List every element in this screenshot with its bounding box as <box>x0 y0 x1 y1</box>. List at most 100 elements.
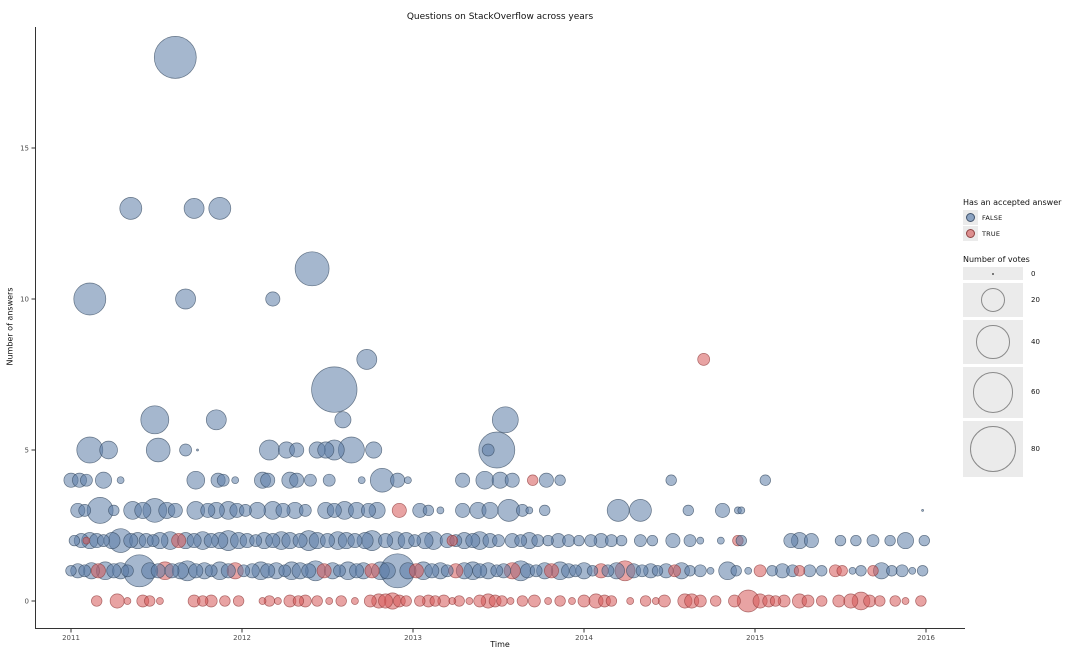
data-point <box>668 564 681 578</box>
size-key-circle-icon <box>969 425 1017 473</box>
data-point <box>843 593 859 609</box>
data-point <box>116 476 125 485</box>
data-point <box>448 597 457 605</box>
data-point <box>265 291 281 307</box>
data-point <box>440 564 454 578</box>
data-point <box>334 411 352 429</box>
data-point <box>855 565 867 577</box>
y-tick-label: 15 <box>20 145 29 153</box>
data-point <box>408 563 424 579</box>
y-tick-label: 10 <box>20 296 29 304</box>
data-point <box>259 439 280 461</box>
data-point <box>651 597 660 605</box>
data-point <box>816 565 828 577</box>
data-point <box>684 565 696 577</box>
data-point <box>455 502 471 518</box>
data-point <box>156 597 164 605</box>
true-color-swatch-icon <box>966 229 975 238</box>
data-point <box>80 473 93 487</box>
data-point <box>634 534 647 547</box>
data-point <box>473 594 487 608</box>
data-point <box>333 564 346 578</box>
data-point <box>361 502 376 518</box>
data-point <box>197 595 209 607</box>
data-point <box>897 532 914 550</box>
data-point <box>793 565 806 577</box>
data-point <box>301 563 317 579</box>
data-point <box>378 562 396 580</box>
data-point <box>514 534 528 547</box>
data-point <box>179 443 192 457</box>
data-point <box>203 533 219 549</box>
size-key-circle-icon <box>992 272 994 275</box>
data-point <box>615 534 628 547</box>
data-point <box>737 506 746 515</box>
data-point <box>908 566 917 575</box>
data-point <box>436 506 445 515</box>
legend-votes-keys: 0 20 40 60 80 <box>961 267 1087 478</box>
size-key-label: 20 <box>1031 296 1040 305</box>
size-key-label: 0 <box>1031 269 1036 278</box>
size-key <box>963 420 1023 478</box>
data-point <box>895 564 909 578</box>
data-point <box>803 564 817 578</box>
data-point <box>568 597 576 605</box>
data-point <box>639 595 652 607</box>
data-point <box>146 534 160 547</box>
data-point <box>134 501 152 519</box>
data-point <box>364 563 380 579</box>
data-point <box>481 443 495 457</box>
data-point <box>683 534 697 547</box>
data-point <box>504 472 520 488</box>
data-point <box>121 564 134 578</box>
size-key <box>963 283 1023 318</box>
data-point <box>584 534 598 547</box>
y-tick-label: 0 <box>25 598 29 606</box>
data-point <box>153 36 197 79</box>
data-point <box>414 595 426 607</box>
data-point <box>693 564 707 578</box>
data-point <box>472 563 488 579</box>
x-axis-label: Time <box>490 640 510 649</box>
data-point <box>769 595 782 607</box>
data-point <box>356 349 378 370</box>
data-point <box>188 563 204 579</box>
data-point <box>196 448 199 452</box>
data-point <box>693 594 707 608</box>
data-point <box>140 405 170 435</box>
size-key-circle-icon <box>972 371 1014 413</box>
data-point <box>525 506 534 515</box>
legend-label-true: TRUE <box>982 229 1001 238</box>
data-point <box>167 502 183 518</box>
data-point <box>706 566 715 575</box>
size-key-label: 60 <box>1031 388 1040 397</box>
size-key-row: 40 <box>963 320 1087 364</box>
data-point <box>311 595 323 607</box>
data-point <box>646 534 659 547</box>
data-point <box>866 534 880 547</box>
data-point <box>325 597 334 605</box>
data-point <box>365 441 383 459</box>
data-point <box>577 594 591 608</box>
data-point <box>123 597 132 605</box>
data-point <box>635 564 649 578</box>
data-point <box>258 597 267 605</box>
data-point <box>832 594 846 608</box>
data-point <box>490 564 504 578</box>
data-point <box>119 197 143 220</box>
data-point <box>901 597 910 605</box>
data-point <box>186 533 202 549</box>
data-point <box>400 595 412 607</box>
data-point <box>260 472 276 488</box>
data-point <box>390 472 406 488</box>
data-point <box>455 472 471 488</box>
data-point <box>294 251 330 287</box>
data-point <box>753 564 767 578</box>
data-point <box>422 504 435 517</box>
data-point <box>573 534 585 547</box>
x-tick-label: 2016 <box>917 634 935 642</box>
data-point <box>408 534 422 547</box>
size-key <box>963 366 1023 418</box>
